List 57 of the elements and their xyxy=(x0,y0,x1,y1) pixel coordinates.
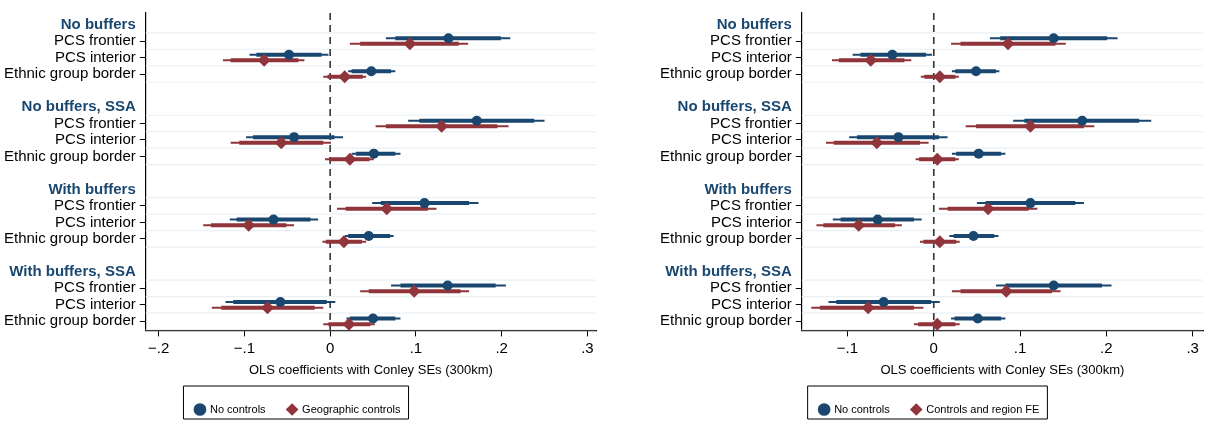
bar xyxy=(976,202,1084,205)
x-tick-label: .1 xyxy=(1013,338,1027,356)
y-tick-label: PCS interior xyxy=(710,47,792,65)
x-tick-label: .2 xyxy=(1100,338,1113,356)
y-tick-label: PCS interior xyxy=(710,130,792,148)
y-tick-label: No buffers, SSA xyxy=(21,97,136,115)
bar xyxy=(408,119,545,122)
y-tick-label: With buffers xyxy=(48,179,136,197)
y-tick-label: PCS frontier xyxy=(710,113,792,131)
bar xyxy=(849,136,948,139)
y-tick-label: PCS frontier xyxy=(710,278,792,296)
y-tick-label: Ethnic group border xyxy=(660,64,792,82)
bar xyxy=(372,202,479,205)
legend-label: Controls and region FE xyxy=(926,402,1040,415)
y-tick-label: Ethnic group border xyxy=(4,229,136,247)
bar xyxy=(828,301,940,304)
y-tick-label: PCS frontier xyxy=(710,196,792,214)
y-tick-label: Ethnic group border xyxy=(660,146,792,164)
y-tick-label: With buffers, SSA xyxy=(665,262,792,280)
y-tick-label: Ethnic group border xyxy=(660,229,792,247)
bar xyxy=(1013,119,1152,122)
y-tick-label: PCS interior xyxy=(54,294,136,312)
y-tick-label: PCS interior xyxy=(54,130,136,148)
y-tick-label: PCS frontier xyxy=(54,113,136,131)
x-axis-title: OLS coefficients with Conley SEs (300km) xyxy=(880,361,1125,377)
legend-label: Geographic controls xyxy=(302,402,402,415)
x-tick-label: −.2 xyxy=(147,338,170,356)
x-tick-label: −.1 xyxy=(836,338,859,356)
y-tick-label: Ethnic group border xyxy=(4,146,136,164)
y-tick-label: Ethnic group border xyxy=(4,64,136,82)
y-tick-label: No buffers xyxy=(716,14,792,32)
y-tick-label: PCS interior xyxy=(710,294,792,312)
y-tick-label: PCS interior xyxy=(54,212,136,230)
x-tick-label: .3 xyxy=(1186,338,1199,356)
y-tick-label: PCS frontier xyxy=(54,31,136,49)
y-tick-label: No buffers, SSA xyxy=(677,97,792,115)
x-tick-label: .1 xyxy=(409,338,423,356)
y-tick-label: With buffers, SSA xyxy=(9,262,136,280)
y-tick-label: PCS interior xyxy=(710,212,792,230)
bar xyxy=(989,37,1118,40)
x-tick-label: .3 xyxy=(581,338,594,356)
y-tick-label: PCS interior xyxy=(54,47,136,65)
y-tick-label: PCS frontier xyxy=(710,31,792,49)
x-tick-label: 0 xyxy=(929,338,938,356)
legend-label: No controls xyxy=(209,402,267,415)
x-tick-label: .2 xyxy=(495,338,508,356)
x-tick-label: 0 xyxy=(325,338,335,356)
y-tick-label: No buffers xyxy=(60,14,136,32)
bar xyxy=(385,37,511,40)
y-tick-label: Ethnic group border xyxy=(660,311,792,329)
x-axis-title: OLS coefficients with Conley SEs (300km) xyxy=(248,361,493,377)
y-tick-label: With buffers xyxy=(704,179,792,197)
y-tick-label: PCS frontier xyxy=(54,278,136,296)
legend-label: No controls xyxy=(834,402,891,415)
y-tick-label: PCS frontier xyxy=(54,196,136,214)
x-tick-label: −.1 xyxy=(233,338,256,356)
y-tick-label: Ethnic group border xyxy=(4,311,136,329)
